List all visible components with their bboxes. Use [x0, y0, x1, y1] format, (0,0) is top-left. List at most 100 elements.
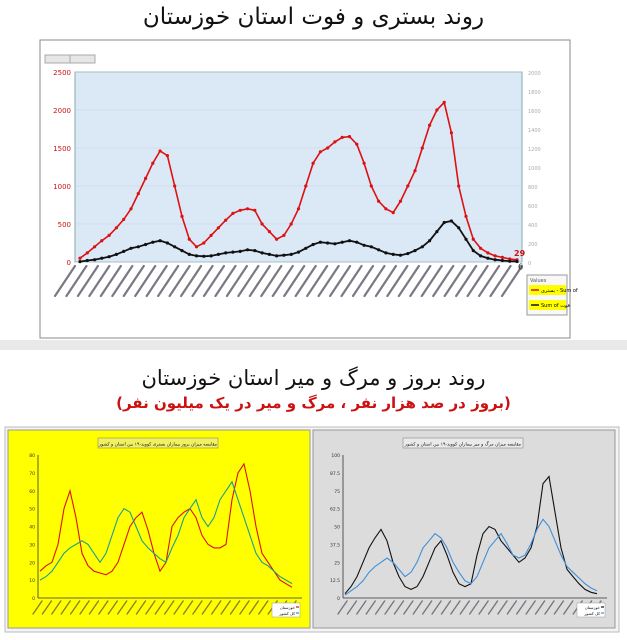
mortality-subchart-x-tick-label: [365, 600, 376, 615]
chart1-x-tick-label: [489, 264, 512, 298]
incidence-subchart-y-tick: 50: [29, 507, 35, 513]
mortality-subchart-x-tick-label: [525, 600, 536, 615]
incidence-subchart-x-tick-label: [173, 600, 184, 615]
chart1-left-tick: 0: [67, 259, 71, 267]
chart1-point: [398, 253, 403, 257]
chart1-point: [464, 237, 468, 241]
mortality-subchart-y-tick: 25: [334, 560, 340, 566]
incidence-subchart-y-tick: 70: [29, 471, 35, 477]
mortality-subchart-x-tick-label: [469, 600, 480, 615]
chart1-x-tick-label: [225, 264, 249, 298]
chart1-x-tick-label: [328, 264, 352, 298]
chart1-point: [282, 253, 286, 257]
chart1-end-label: 29: [514, 249, 526, 258]
chart1-point: [362, 161, 366, 165]
chart1-point: [486, 256, 490, 260]
chart1-point: [144, 242, 148, 247]
mortality-subchart-title: مقایسه میزان مرگ و میر بیماران کووید-۱۹ …: [404, 442, 522, 448]
chart1-point: [500, 255, 504, 259]
mortality-subchart-bg: [312, 429, 616, 629]
mortality-subchart-title-box: [402, 437, 524, 449]
chart1-x-tick-label: [397, 264, 420, 298]
mortality-subchart-x-tick-label: [431, 600, 442, 615]
chart1-point: [107, 233, 111, 237]
chart1-point: [311, 161, 315, 165]
incidence-subchart-y-tick: 40: [29, 525, 35, 531]
mortality-subchart-x-tick-label: [374, 600, 386, 615]
chart1-x-tick-label: [202, 264, 226, 298]
chart1-point: [78, 256, 82, 260]
chart1-point: [326, 241, 330, 245]
incidence-subchart-y-tick: 80: [29, 453, 35, 459]
incidence-subchart-x-tick-label: [164, 600, 175, 615]
chart1-point: [202, 254, 206, 258]
chart1-x-tick-label: [294, 264, 317, 298]
chart1-x-tick-label: [214, 264, 237, 298]
chart1-point: [391, 211, 395, 215]
incidence-subchart-y-tick: 20: [29, 560, 35, 566]
chart1-point: [362, 243, 366, 247]
mortality-subchart-legend-item: خوزستان: [585, 605, 601, 610]
incidence-subchart-legend-item: کل کشور: [278, 611, 295, 616]
incidence-subchart-x-tick-label: [220, 600, 231, 615]
section1-title: روند بستری و فوت استان خوزستان: [142, 4, 485, 30]
incidence-chart: مقایسه میزان بروز بیماران بستری کووید-۱۹…: [4, 426, 620, 633]
mortality-subchart-y-tick: 75: [334, 489, 340, 495]
mortality-subchart-legend-item: کل کشور: [583, 611, 600, 616]
chart1-x-tick-label: [65, 264, 88, 298]
chart1-point: [464, 214, 468, 218]
chart1-point: [508, 257, 512, 261]
chart1-x-tick-label: [386, 264, 409, 298]
chart1-legend-item: بستری - Sum of: [541, 288, 578, 294]
chart1-point: [194, 254, 199, 258]
chart1-point: [435, 108, 439, 112]
chart1-point: [515, 259, 519, 264]
mortality-subchart-x-tick-label: [506, 600, 518, 615]
chart1-point: [435, 230, 439, 234]
chart1-point: [209, 233, 213, 237]
chart1-point: [136, 245, 140, 249]
chart1-point: [479, 246, 483, 250]
chart1-x-tick-label: [237, 264, 260, 298]
chart1-x-tick-label: [248, 264, 271, 298]
incidence-subchart-title-box: [97, 437, 219, 449]
chart1-point: [267, 252, 271, 256]
chart1-point: [442, 100, 446, 104]
chart1-point: [129, 246, 133, 250]
chart1-point: [377, 248, 381, 252]
chart1-point: [144, 176, 148, 180]
incidence-subchart-x-tick-label: [126, 600, 137, 615]
chart1-point: [486, 251, 490, 255]
chart1-point: [165, 154, 169, 158]
chart1-point: [304, 184, 308, 188]
chart1-right-tick: 1400: [528, 128, 541, 134]
chart1-legend-title: Values: [530, 278, 547, 284]
chart1-point: [369, 245, 373, 249]
incidence-subchart-x-tick-label: [98, 600, 109, 615]
chart1-plot-area: [74, 71, 523, 263]
mortality-subchart-x-tick-label: [544, 600, 555, 615]
chart1-point: [347, 239, 352, 243]
chart1-x-tick-label: [53, 264, 77, 298]
chart1-point: [180, 214, 184, 218]
chart1-point: [209, 254, 213, 258]
chart1-left-tick: 2500: [53, 69, 71, 77]
mortality-subchart-x-tick-label: [516, 600, 527, 615]
chart1-x-tick-label: [88, 264, 111, 298]
mortality-subchart-x-tick-label: [412, 600, 423, 615]
chart1-right-tick: 1600: [528, 109, 541, 115]
chart1-x-tick-label: [409, 264, 432, 298]
chart1-point: [85, 258, 89, 263]
chart1-right-tick: 400: [528, 223, 538, 229]
chart1-point: [493, 258, 497, 262]
chart1-point: [78, 260, 82, 264]
chart1-point: [420, 245, 424, 249]
mortality-subchart-x-tick-label: [421, 600, 433, 615]
chart1-point: [289, 222, 293, 226]
chart1-x-tick-label: [477, 264, 501, 298]
incidence-subchart-y-tick: 30: [29, 542, 35, 548]
chart1-x-tick-label: [500, 264, 524, 298]
mortality-subchart-x-tick-label: [553, 600, 565, 615]
mortality-subchart-y-tick: 0: [337, 596, 340, 602]
chart1-point: [245, 248, 250, 252]
